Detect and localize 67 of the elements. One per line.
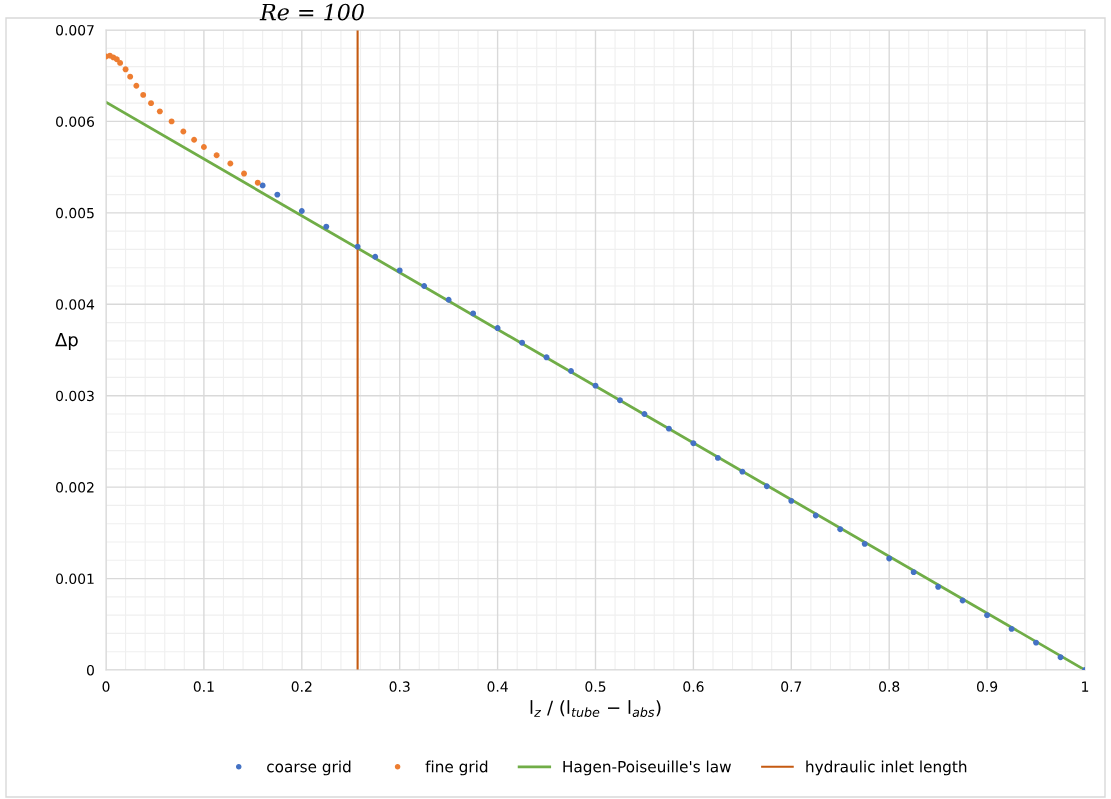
y-tick-label: 0.001 — [56, 573, 94, 585]
point — [298, 208, 305, 214]
y-tick-label: 0.003 — [56, 390, 94, 402]
y-tick-label: 0 — [86, 664, 94, 676]
point — [200, 144, 207, 150]
point — [421, 283, 428, 289]
point — [1033, 639, 1039, 646]
point — [127, 73, 134, 80]
point — [168, 118, 175, 125]
point — [494, 325, 501, 331]
y-tick-label: 0.005 — [56, 207, 94, 219]
point — [984, 612, 991, 619]
point — [812, 512, 819, 519]
point — [935, 583, 942, 590]
point — [886, 555, 893, 562]
point — [641, 411, 648, 417]
y-tick-label: 0.002 — [56, 482, 94, 493]
legend-label: fine grid — [425, 760, 488, 776]
point — [191, 136, 198, 143]
point — [690, 440, 697, 447]
x-tick-label: 1 — [1082, 681, 1089, 692]
point — [254, 179, 261, 186]
x-tick-label: 0.1 — [193, 681, 214, 692]
point — [156, 108, 163, 115]
x-tick-label: 0 — [102, 681, 110, 692]
point — [470, 310, 477, 317]
point — [213, 152, 220, 159]
legend-label: Hagen-Poiseuille's law — [563, 760, 731, 776]
x-tick-label: 0.2 — [291, 681, 312, 692]
x-tick-label: 0.3 — [389, 681, 410, 692]
legend-label: hydraulic inlet length — [806, 760, 967, 776]
point — [788, 497, 795, 504]
x-tick-label: 0.8 — [879, 681, 900, 692]
point — [133, 82, 140, 89]
point — [241, 170, 247, 177]
point — [910, 569, 917, 576]
point — [117, 59, 124, 66]
x-tick-label: 0.5 — [585, 681, 606, 692]
point — [665, 425, 672, 432]
y-axis-title: Δp — [55, 333, 78, 350]
point — [1057, 654, 1064, 661]
point — [617, 397, 623, 404]
y-tick-label: 0.004 — [56, 299, 95, 310]
point — [445, 296, 452, 303]
point — [259, 182, 266, 189]
point — [959, 597, 966, 604]
point — [140, 91, 147, 98]
point — [1008, 625, 1015, 632]
x-tick-label: 0.7 — [781, 681, 802, 692]
point — [592, 382, 599, 389]
legend-label: coarse grid — [267, 760, 351, 776]
point — [837, 526, 844, 533]
point — [354, 243, 361, 250]
point — [372, 253, 379, 260]
point — [763, 483, 770, 490]
y-tick-label: 0.006 — [56, 116, 95, 127]
point — [861, 540, 868, 547]
point — [519, 339, 526, 346]
point — [148, 100, 154, 107]
text: Re = 100 — [259, 3, 364, 21]
x-tick-label: 0.4 — [487, 681, 508, 692]
point — [714, 454, 721, 461]
x-axis-title: l$_{z}$ / (l$_{tube}$ − l$_{abs}$) — [530, 700, 661, 717]
y-tick-label: 0.007 — [56, 24, 94, 36]
x-tick-label: 0.9 — [976, 681, 998, 692]
x-tick-label: 0.6 — [683, 681, 704, 692]
point — [739, 468, 746, 475]
